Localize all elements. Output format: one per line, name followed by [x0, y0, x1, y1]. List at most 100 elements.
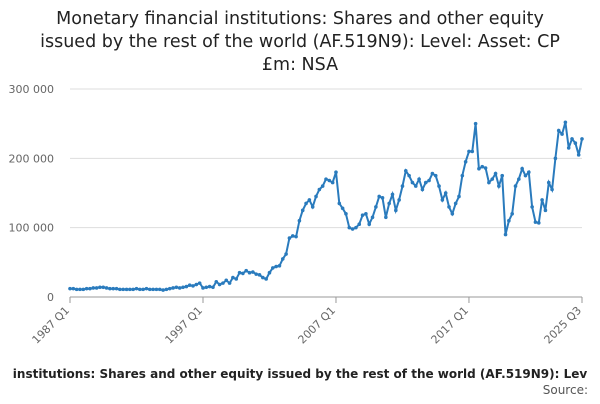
point	[317, 187, 322, 192]
point	[307, 198, 312, 202]
point	[580, 137, 584, 141]
point	[447, 205, 451, 209]
point	[241, 271, 245, 276]
point	[147, 287, 152, 292]
point	[357, 222, 362, 226]
point	[334, 170, 338, 174]
point	[254, 272, 258, 276]
point	[423, 180, 428, 185]
point	[536, 221, 541, 225]
point	[94, 286, 99, 290]
point	[377, 194, 381, 199]
point	[517, 177, 521, 181]
point	[344, 212, 348, 216]
point	[500, 173, 505, 178]
point	[197, 281, 202, 285]
point	[108, 286, 112, 291]
point	[413, 184, 418, 188]
y-tick-label: 300 000	[9, 83, 55, 96]
point	[400, 184, 405, 188]
point	[128, 287, 132, 292]
point	[217, 282, 222, 287]
y-tick-label: 0	[47, 291, 54, 304]
point	[114, 286, 119, 291]
point	[247, 270, 252, 275]
point	[151, 287, 155, 292]
point	[443, 191, 448, 195]
point	[324, 177, 328, 181]
y-tick-label: 200 000	[9, 152, 55, 165]
point	[224, 278, 229, 283]
point	[364, 212, 368, 216]
point	[397, 198, 401, 202]
point	[280, 257, 285, 261]
point	[350, 227, 355, 231]
point	[570, 137, 574, 141]
x-tick-label: 2007 Q1	[296, 304, 339, 347]
x-tick-label: 1987 Q1	[30, 304, 73, 347]
footer: institutions: Shares and other equity is…	[13, 367, 588, 381]
point	[287, 236, 292, 240]
x-tick-label: 2017 Q1	[429, 304, 472, 347]
point	[374, 205, 378, 209]
point	[274, 264, 278, 269]
point	[483, 166, 488, 170]
point	[81, 287, 86, 292]
point	[167, 286, 172, 291]
point	[460, 173, 465, 178]
point	[437, 184, 441, 188]
point	[171, 286, 175, 290]
point	[546, 180, 551, 185]
point	[493, 171, 498, 176]
point	[244, 268, 249, 273]
point	[530, 205, 534, 209]
point	[267, 270, 272, 275]
point	[177, 286, 182, 290]
point	[304, 201, 308, 206]
point	[111, 286, 116, 291]
point	[513, 184, 518, 188]
point	[164, 287, 169, 292]
point	[234, 277, 239, 281]
point	[430, 171, 435, 176]
point	[410, 180, 415, 185]
point	[407, 173, 411, 178]
point	[394, 208, 398, 213]
point	[154, 287, 159, 292]
chart-title-line: issued by the rest of the world (AF.519N…	[40, 32, 560, 52]
point	[354, 225, 358, 230]
point	[231, 275, 235, 280]
point	[360, 213, 365, 217]
point	[497, 184, 501, 188]
point	[417, 177, 421, 181]
point	[144, 286, 149, 291]
point	[284, 252, 288, 256]
point	[211, 285, 215, 290]
point	[457, 194, 461, 199]
point	[320, 184, 325, 188]
point	[290, 234, 295, 238]
point	[563, 120, 568, 125]
point	[463, 160, 468, 164]
point	[337, 201, 342, 206]
point	[201, 286, 205, 290]
point	[527, 170, 531, 174]
point	[380, 196, 385, 200]
point	[550, 187, 554, 192]
point	[576, 153, 581, 157]
point	[181, 285, 185, 290]
chart-title-line: Monetary financial institutions: Shares …	[56, 9, 544, 29]
point	[510, 212, 514, 216]
point	[204, 285, 209, 290]
point	[390, 192, 395, 197]
point	[480, 164, 485, 169]
point	[68, 286, 72, 291]
point	[477, 166, 481, 171]
point	[370, 215, 375, 220]
point	[74, 287, 79, 292]
point	[214, 279, 219, 284]
point	[340, 206, 345, 211]
point	[91, 286, 96, 290]
point	[403, 169, 408, 173]
